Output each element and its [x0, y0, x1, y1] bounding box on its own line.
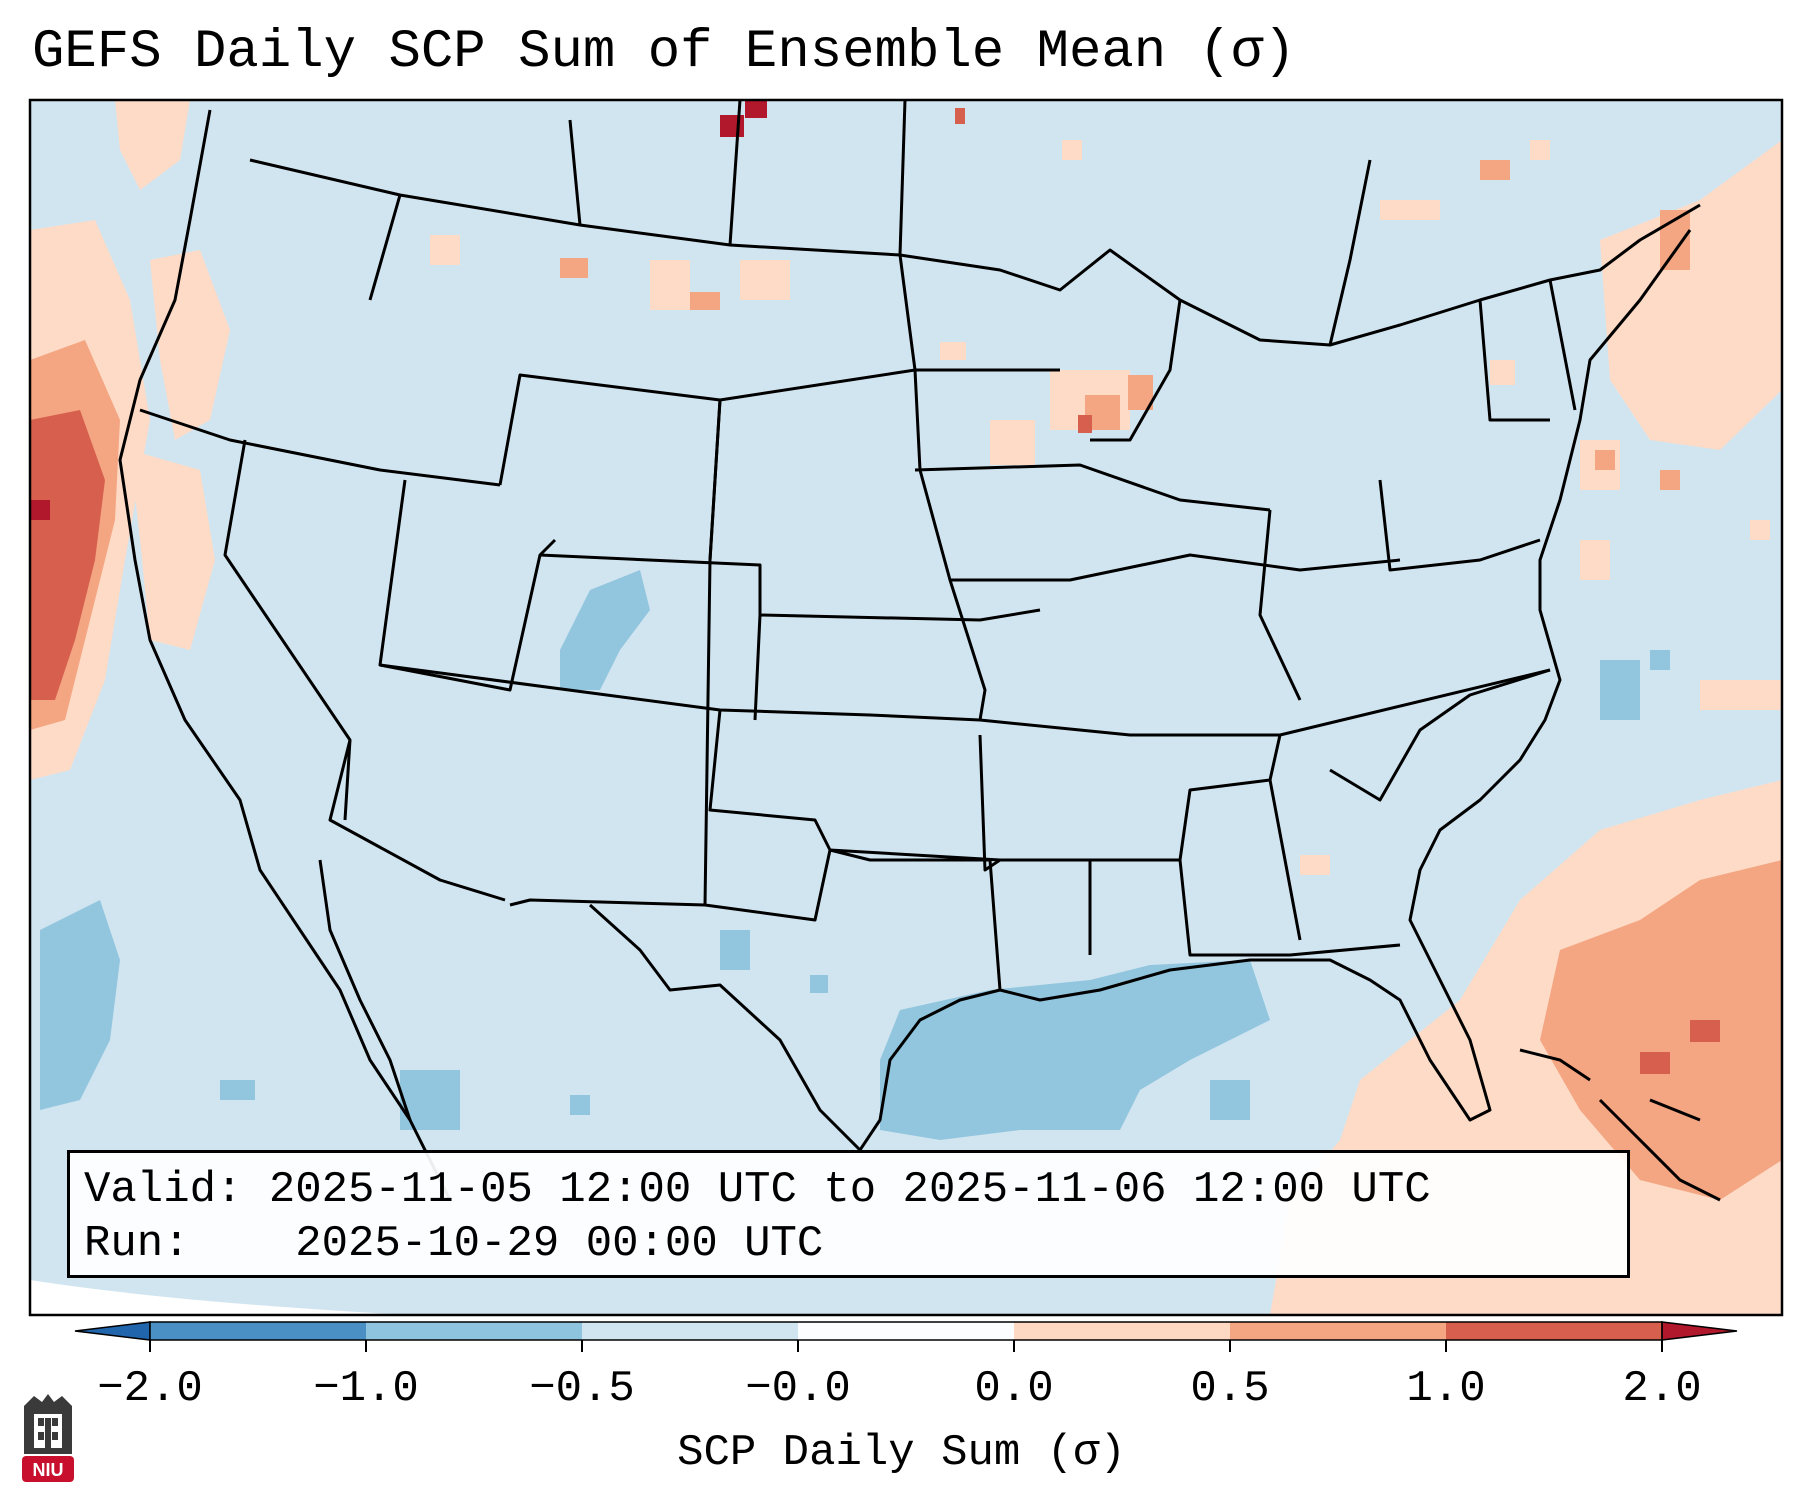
anomaly-great-lakes — [990, 370, 1153, 465]
atlantic-gulf-coastline — [858, 229, 1692, 1151]
niu-logo-text: NIU — [33, 1460, 64, 1480]
colorbar-tick-label: −0.0 — [745, 1364, 851, 1414]
info-box: Valid: 2025-11-05 12:00 UTC to 2025-11-0… — [67, 1150, 1630, 1278]
colorbar-extension-over — [1661, 1321, 1738, 1341]
colorbar-tick-label: 0.5 — [1190, 1364, 1270, 1414]
valid-value: 2025-11-05 12:00 UTC to 2025-11-06 12:00… — [268, 1165, 1431, 1215]
run-value: 2025-10-29 00:00 UTC — [295, 1219, 824, 1269]
colorbar-bin — [366, 1322, 582, 1340]
colorbar-tick-label: 1.0 — [1406, 1364, 1486, 1414]
colorbar-bin — [1014, 1322, 1230, 1340]
colorbar-extension-under — [74, 1321, 151, 1341]
colorbar-frame — [149, 1321, 1663, 1341]
colorbar-bin — [582, 1322, 798, 1340]
political-borders — [118, 100, 1701, 1201]
colorbar — [74, 1321, 1738, 1352]
niu-logo: NIU — [22, 1394, 74, 1482]
anomaly-negative — [40, 570, 1670, 1140]
colorbar-tick-label: −1.0 — [313, 1364, 419, 1414]
colorbar-bin — [1230, 1322, 1446, 1340]
colorbar-bin — [1446, 1322, 1662, 1340]
anomaly-west-coast — [30, 100, 230, 780]
valid-label: Valid: — [84, 1165, 243, 1215]
map-frame — [28, 98, 1784, 1317]
anomaly-northern-plains — [430, 100, 1515, 385]
map-title: GEFS Daily SCP Sum of Ensemble Mean (σ) — [32, 22, 1296, 83]
colorbar-bin — [798, 1322, 1014, 1340]
colorbar-tick-label: 2.0 — [1622, 1364, 1702, 1414]
colorbar-tick-label: 0.0 — [974, 1364, 1054, 1414]
colorbar-tick-label: −2.0 — [97, 1364, 203, 1414]
projection-domain — [30, 100, 1782, 1315]
baja-coastline — [318, 859, 412, 1121]
run-label: Run: — [84, 1219, 190, 1269]
caribbean-islands — [1519, 1048, 1721, 1202]
anomaly-northeast — [1380, 140, 1782, 710]
colorbar-label: SCP Daily Sum (σ) — [677, 1428, 1126, 1478]
colorbar-bin — [150, 1322, 366, 1340]
colorbar-tick-label: −0.5 — [529, 1364, 635, 1414]
pacific-coastline — [118, 109, 452, 1201]
